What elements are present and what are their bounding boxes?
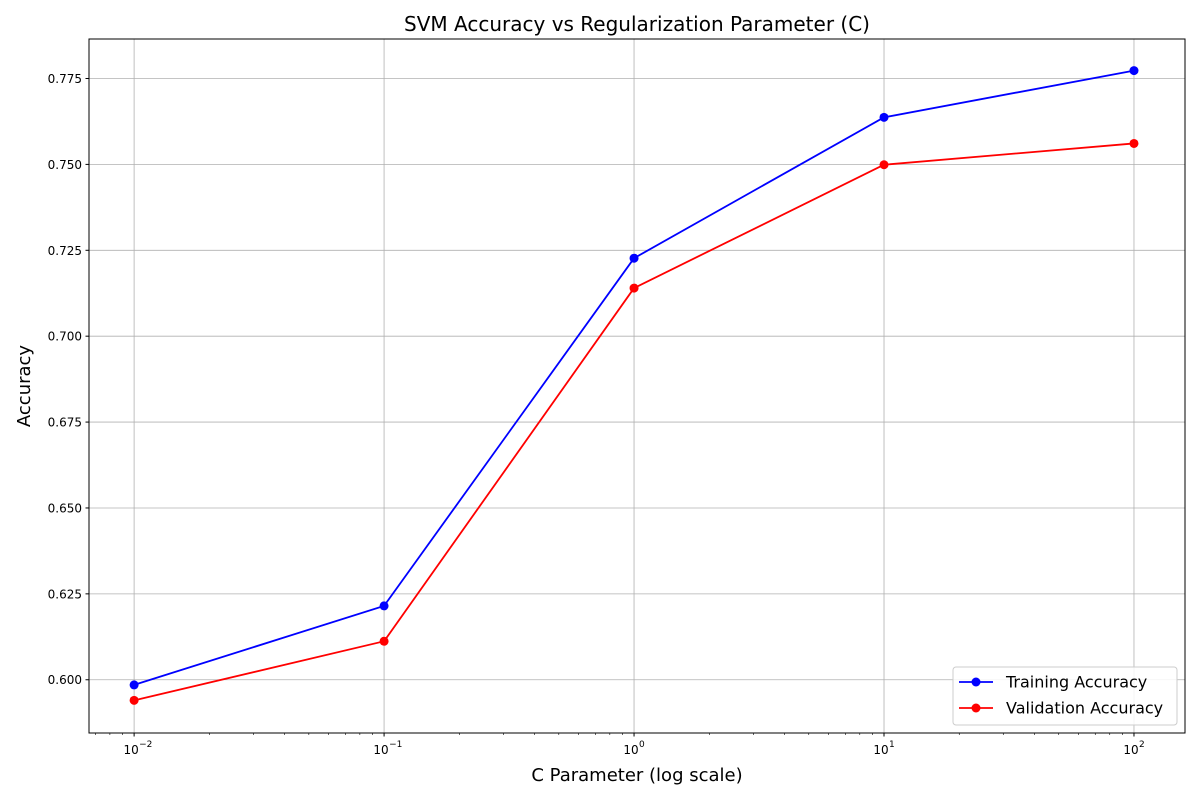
- y-tick-label: 0.625: [48, 587, 82, 601]
- data-point: [129, 680, 139, 690]
- x-tick-label-exponent: 1: [889, 740, 895, 750]
- y-axis-title: Accuracy: [14, 345, 35, 428]
- legend-item: Validation Accuracy: [959, 699, 1163, 718]
- y-tick-label: 0.750: [48, 158, 82, 172]
- x-tick-label: 10 −1: [373, 740, 402, 757]
- x-tick-label-base: 10: [623, 743, 638, 757]
- data-point: [1129, 66, 1139, 76]
- legend-marker: [971, 703, 981, 713]
- x-tick-label: 10 −2: [123, 740, 152, 757]
- data-point: [1129, 138, 1139, 148]
- y-tick-label: 0.725: [48, 244, 82, 258]
- x-tick-label: 10 0: [623, 740, 645, 757]
- y-tick-label: 0.600: [48, 673, 82, 687]
- data-point: [379, 636, 389, 646]
- y-tick-label: 0.775: [48, 72, 82, 86]
- legend-label: Validation Accuracy: [1006, 699, 1163, 718]
- legend: Training Accuracy Validation Accuracy: [952, 666, 1178, 726]
- x-tick-label-base: 10: [123, 743, 138, 757]
- legend-item: Training Accuracy: [959, 673, 1147, 692]
- legend-label: Training Accuracy: [1005, 673, 1147, 692]
- y-tick-label: 0.700: [48, 330, 82, 344]
- x-tick-label-exponent: −2: [139, 740, 152, 750]
- data-point: [879, 160, 889, 170]
- data-point: [879, 112, 889, 122]
- x-tick-label-base: 10: [1123, 743, 1138, 757]
- legend-box: [952, 666, 1178, 726]
- x-tick-label: 10 2: [1123, 740, 1144, 757]
- x-tick-label-exponent: −1: [389, 740, 402, 750]
- data-point: [379, 601, 389, 611]
- plot-series: [129, 66, 1139, 705]
- axis-ticks: 0.600 0.625 0.650 0.675 0.700 0.725 0.750 0.775…: [48, 72, 1145, 757]
- data-point: [629, 253, 639, 263]
- grid-lines: [89, 39, 1185, 733]
- x-tick-label: 10 1: [873, 740, 894, 757]
- plot-frame: [88, 38, 1186, 734]
- x-tick-label-base: 10: [373, 743, 388, 757]
- x-axis-title: C Parameter (log scale): [531, 765, 742, 786]
- legend-marker: [971, 677, 981, 687]
- data-point: [129, 695, 139, 705]
- series-1: [129, 138, 1139, 705]
- x-tick-label-exponent: 0: [639, 740, 645, 750]
- y-tick-label: 0.675: [48, 416, 82, 430]
- chart-title: SVM Accuracy vs Regularization Parameter…: [404, 12, 870, 36]
- x-tick-label-base: 10: [873, 743, 888, 757]
- y-tick-label: 0.650: [48, 501, 82, 515]
- x-tick-label-exponent: 2: [1139, 740, 1145, 750]
- series-0: [129, 66, 1139, 690]
- data-point: [629, 283, 639, 293]
